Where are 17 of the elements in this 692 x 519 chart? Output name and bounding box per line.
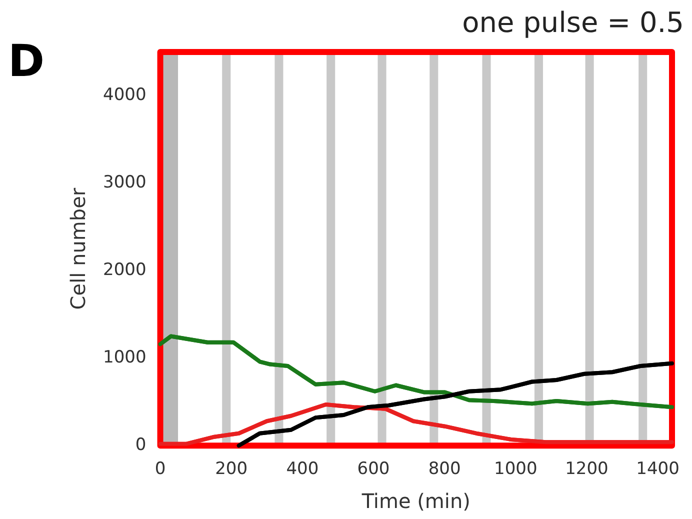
x-tick-label: 1000 [494,459,538,480]
x-tick-label: 200 [215,459,248,480]
y-tick-label: 3000 [103,172,146,193]
y-tick-label: 0 [135,435,146,456]
y-tick-label: 2000 [103,260,146,280]
text: D [8,36,45,87]
x-tick-label: 1200 [565,459,608,480]
y-tick-label: 1000 [103,348,146,368]
y-tick-label: 4000 [103,85,146,106]
y-axis-title: Cell number [66,187,90,310]
x-tick-label: 0 [154,459,166,480]
x-tick-label: 600 [357,459,390,480]
chart-title: one pulse = 0.5 [462,6,684,39]
x-tick-label: 800 [428,459,461,480]
x-axis-title: Time (min) [360,489,470,514]
x-tick-label: 400 [286,459,319,480]
x-tick-label: 1400 [636,459,680,480]
